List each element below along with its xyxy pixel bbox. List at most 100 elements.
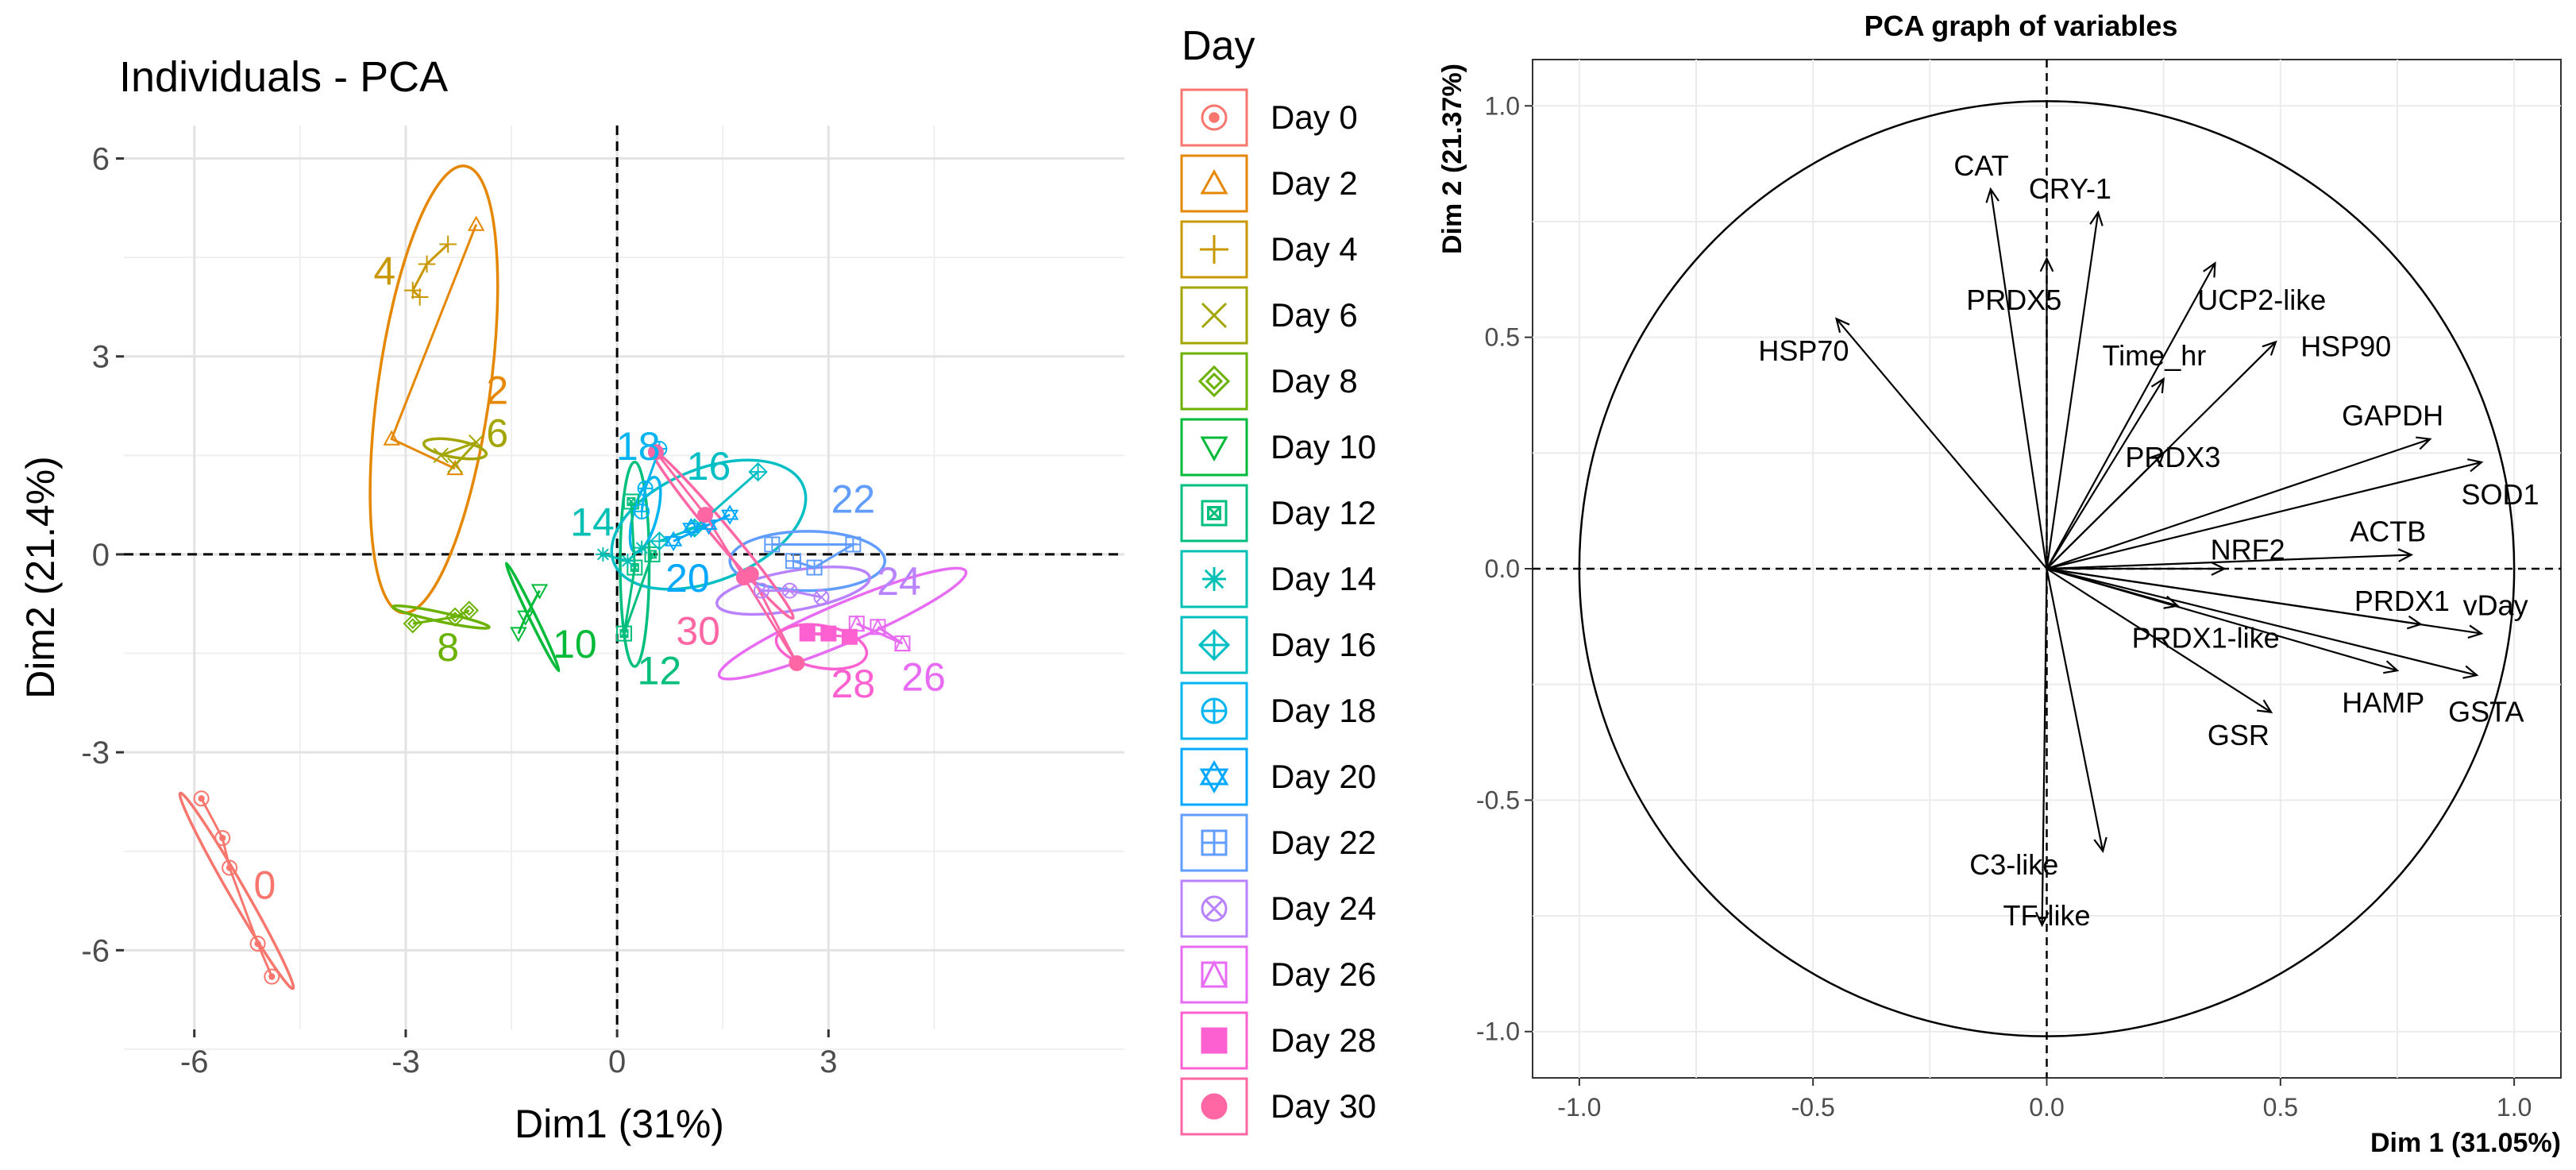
legend-item-label: Day 18 [1271, 692, 1376, 729]
variable-arrow [2046, 567, 2484, 639]
variable-label: CRY-1 [2029, 172, 2111, 205]
right-y-tick-label: -1.0 [1476, 1017, 1520, 1046]
legend-item: Day 28 [1180, 1011, 1376, 1070]
group-connector-line [411, 243, 449, 299]
variable-arrow [2046, 548, 2414, 570]
left-y-tick-label: 6 [92, 142, 110, 177]
left-points [193, 215, 912, 985]
data-point [467, 215, 485, 231]
data-point [623, 493, 639, 510]
legend-item: Day 12 [1180, 484, 1376, 543]
legend-item-label: Day 10 [1271, 428, 1376, 465]
data-point [644, 546, 661, 562]
left-y-tick-label: -6 [81, 933, 110, 968]
data-point [637, 480, 654, 496]
variable-arrow [2046, 562, 2227, 576]
group-label: 22 [831, 477, 876, 521]
data-point [530, 584, 549, 600]
variable-label: TF-like [2003, 899, 2091, 932]
data-point [439, 235, 457, 253]
data-point [682, 517, 700, 539]
legend-key-box [1180, 154, 1248, 213]
group-label: 8 [437, 625, 459, 670]
data-point [781, 582, 798, 599]
data-point [813, 589, 830, 605]
variable-label: PRDX3 [2125, 441, 2220, 473]
data-point [785, 553, 801, 570]
legend-items: Day 0 Day 2 Day 4 Day 6 Day 8 Day 10 Day 12 Day… [1180, 88, 1376, 1136]
left-gridlines [124, 125, 1124, 1050]
legend-item: Day 14 [1180, 550, 1376, 608]
data-point [620, 554, 635, 569]
variable-arrow [2035, 568, 2050, 928]
legend-item-label: Day 0 [1271, 98, 1358, 136]
variable-label: HSP90 [2300, 330, 2391, 362]
data-point [634, 540, 650, 555]
right-x-tick-label: 0.5 [2263, 1093, 2298, 1122]
variable-label: SOD1 [2461, 478, 2539, 511]
data-point [789, 655, 805, 671]
right-y-tick-label: 0.0 [1485, 554, 1520, 583]
variable-label: PRDX1 [2354, 585, 2450, 617]
legend-key-icon [1201, 1027, 1228, 1054]
variable-arrow [2046, 568, 2107, 853]
right-y-tick-label: -0.5 [1476, 786, 1520, 814]
data-point [650, 531, 669, 551]
right-x-ticks: -1.0 -0.5 0.0 0.5 1.0 [1557, 1078, 2532, 1122]
variable-label: HSP70 [1758, 334, 1849, 367]
data-point [616, 625, 632, 642]
variable-arrow [1985, 187, 2048, 570]
data-point [222, 859, 238, 876]
data-point [468, 434, 484, 450]
left-y-tick-label: 0 [92, 538, 110, 573]
data-point [634, 503, 650, 519]
confidence-ellipse [610, 458, 808, 591]
legend-item-label: Day 30 [1271, 1087, 1376, 1125]
group-connector-line [390, 224, 478, 470]
variable-arrow [2039, 257, 2054, 569]
left-y-tick-label: 3 [92, 340, 110, 375]
variable-arrow [2046, 210, 2104, 570]
data-point [841, 628, 858, 645]
legend-key-icon [1202, 567, 1226, 591]
right-y-axis-label: Dim 2 (21.37%) [1437, 64, 1467, 254]
legend-item-label: Day 14 [1271, 560, 1376, 597]
data-point [193, 790, 210, 807]
legend-item-label: Day 28 [1271, 1021, 1376, 1059]
legend-item: Day 2 [1180, 154, 1358, 213]
data-point [684, 518, 704, 538]
confidence-ellipse [628, 476, 662, 554]
legend-key-icon [1197, 365, 1231, 398]
data-point [664, 531, 683, 552]
group-label: 30 [676, 608, 720, 653]
group-label: 2 [486, 368, 508, 412]
legend-item: Day 0 [1180, 88, 1358, 147]
data-point [845, 536, 862, 553]
group-label: 16 [687, 444, 731, 488]
data-point [411, 288, 429, 306]
left-y-tick-label: -3 [81, 736, 110, 770]
variable-arrow [2046, 261, 2216, 570]
legend-item: Day 10 [1180, 418, 1376, 477]
left-y-axis-label: Dim2 (21.4%) [18, 456, 63, 699]
group-label: 28 [831, 662, 876, 706]
group-label: 4 [373, 249, 395, 294]
confidence-ellipse [422, 437, 488, 461]
left-x-tick-label: -3 [391, 1045, 420, 1079]
legend-item: Day 26 [1180, 945, 1376, 1004]
right-x-tick-label: 0.0 [2029, 1093, 2064, 1122]
legend-key-icon [1201, 895, 1228, 922]
legend-item-label: Day 6 [1271, 296, 1358, 334]
legend: Day Day 0 Day 2 Day 4 Day 6 Day 8 Day 10 Day 1… [1180, 23, 1376, 1136]
legend-item: Day 6 [1180, 286, 1358, 345]
right-y-ticks: 1.0 0.5 0.0 -0.5 -1.0 [1476, 91, 1533, 1046]
data-point [510, 627, 527, 643]
legend-item-label: Day 20 [1271, 758, 1376, 795]
group-label: 6 [486, 411, 508, 455]
data-point [893, 634, 912, 652]
data-point [249, 936, 266, 952]
variable-label: ACTB [2350, 515, 2426, 547]
right-x-tick-label: -1.0 [1557, 1093, 1601, 1122]
data-point [754, 582, 770, 599]
